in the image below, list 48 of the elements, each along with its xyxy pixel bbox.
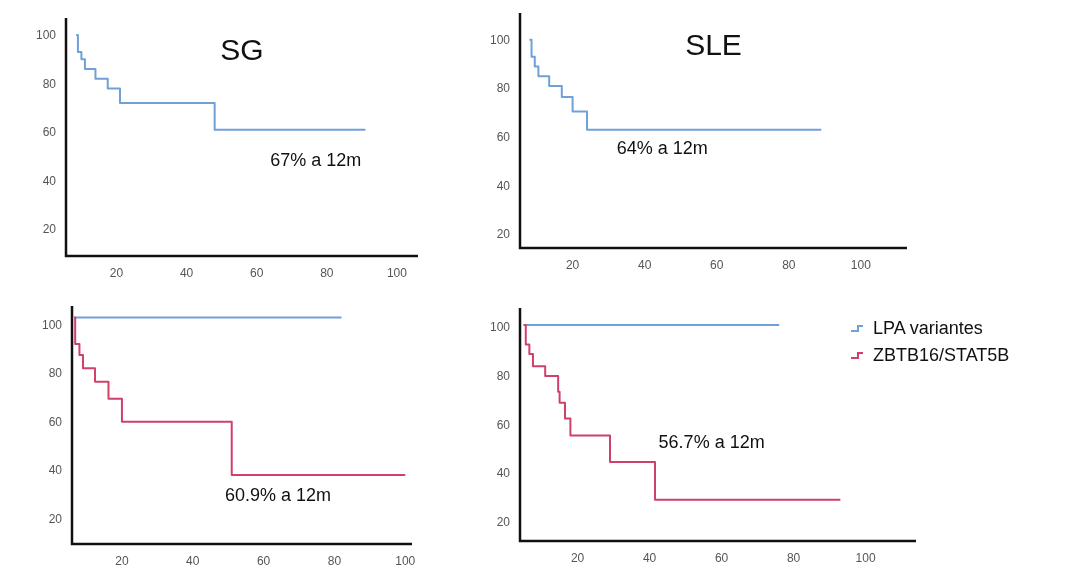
y-tick-label: 40	[496, 178, 511, 193]
x-tick-label: 60	[714, 551, 729, 565]
y-tick-label: 20	[496, 227, 511, 242]
y-tick-label: 100	[35, 28, 57, 42]
x-tick-label: 20	[565, 258, 580, 272]
legend-label: LPA variantes	[873, 318, 983, 338]
x-tick-label: 40	[179, 266, 194, 280]
x-tick-label: 100	[850, 258, 872, 272]
y-tick-label: 80	[48, 366, 63, 381]
x-tick-label: 80	[786, 551, 801, 565]
x-tick-label: 20	[115, 554, 129, 568]
x-tick-label: 80	[782, 258, 796, 272]
y-tick-label: 80	[42, 76, 57, 91]
y-tick-label: 20	[496, 514, 511, 529]
x-tick-label: 40	[186, 554, 200, 568]
x-tick-label: 100	[395, 554, 416, 568]
x-tick-label: 40	[642, 551, 657, 565]
y-tick-label: 40	[496, 466, 511, 481]
x-tick-label: 80	[327, 554, 342, 568]
y-tick-label: 60	[496, 130, 511, 145]
annotation: 56.7% a 12m	[658, 431, 765, 452]
x-tick-label: 20	[570, 551, 585, 565]
annotation: 60.9% a 12m	[225, 485, 332, 506]
x-tick-label: 60	[250, 266, 264, 280]
y-tick-label: 60	[48, 414, 63, 429]
y-tick-label: 60	[496, 417, 511, 432]
y-tick-label: 20	[42, 222, 57, 237]
x-tick-label: 60	[256, 554, 271, 568]
x-tick-label: 60	[710, 258, 724, 272]
text: SG	[220, 33, 264, 66]
y-tick-label: 80	[496, 368, 511, 383]
x-tick-label: 80	[320, 266, 334, 280]
annotation: 67% a 12m	[270, 149, 362, 170]
y-tick-label: 20	[48, 511, 63, 526]
x-tick-label: 100	[855, 551, 876, 565]
annotation: 64% a 12m	[616, 138, 708, 158]
y-tick-label: 60	[42, 125, 57, 140]
y-tick-label: 40	[42, 173, 57, 188]
y-tick-label: 100	[489, 320, 511, 335]
legend-label: ZBTB16/STAT5B	[873, 345, 1010, 365]
y-tick-label: 100	[41, 317, 63, 332]
y-tick-label: 100	[489, 32, 511, 47]
y-tick-label: 40	[48, 463, 63, 478]
y-tick-label: 80	[496, 81, 511, 96]
x-tick-label: 40	[638, 258, 652, 272]
text: SLE	[685, 28, 742, 61]
x-tick-label: 100	[386, 266, 408, 280]
x-tick-label: 20	[109, 266, 124, 280]
